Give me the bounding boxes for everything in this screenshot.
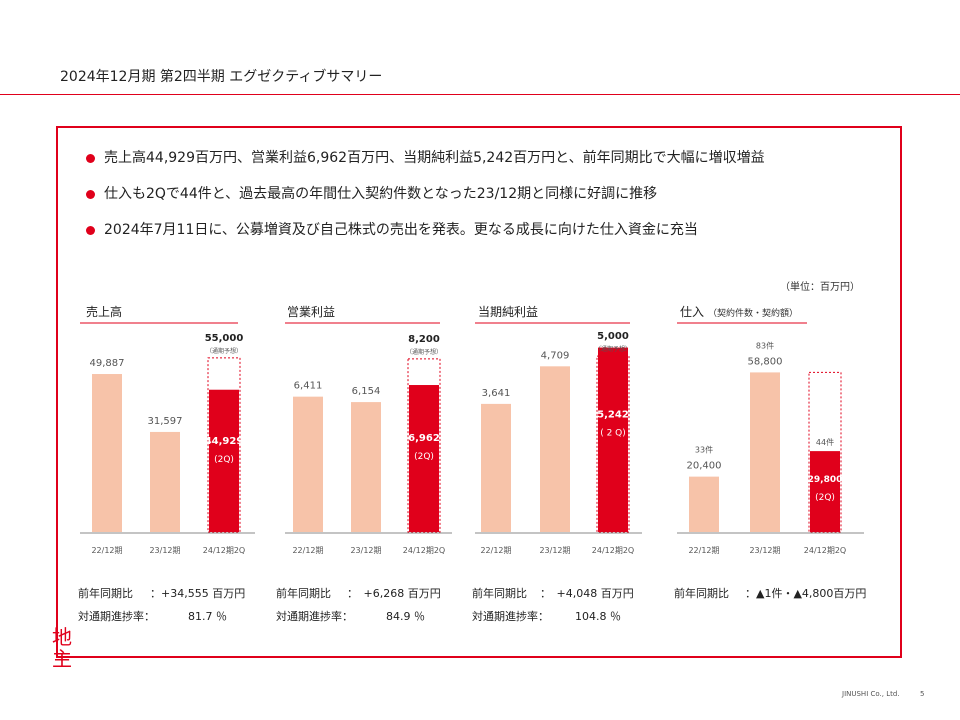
forecast-note: （通期予想）: [206, 347, 242, 355]
bullet-item: 売上高44,929百万円、営業利益6,962百万円、当期純利益5,242百万円と…: [86, 148, 765, 168]
forecast-outline: [808, 371, 842, 533]
count-label: 83件: [756, 340, 774, 350]
data-label: 49,887: [90, 358, 125, 369]
title-divider: [0, 94, 960, 95]
x-tick-label: 23/12期: [539, 546, 570, 555]
x-tick-label: 24/12期2Q: [403, 546, 445, 555]
data-label-suffix: (2Q): [815, 493, 835, 503]
data-label: 4,709: [541, 350, 570, 361]
count-label: 33件: [695, 445, 713, 455]
yoy-value: ： +6,268 百万円: [347, 587, 441, 600]
x-tick-label: 23/12期: [149, 546, 180, 555]
company-footer: JINUSHI Co., Ltd.: [842, 690, 900, 698]
data-label-suffix: (2Q): [214, 455, 234, 465]
forecast-value-label: 5,000: [597, 331, 629, 342]
bar-past: [481, 403, 511, 532]
yoy-value: ： +4,048 百万円: [540, 587, 634, 600]
unit-label: （単位：百万円）: [780, 282, 860, 293]
data-label: 3,641: [482, 388, 511, 399]
data-label-suffix: (2Q): [414, 452, 434, 462]
data-label: 6,411: [294, 381, 323, 392]
logo-char: 主: [52, 647, 72, 671]
yoy-label: 前年同期比: [674, 586, 729, 600]
bullet-dot-icon: [86, 154, 95, 163]
bar-past: [351, 402, 381, 532]
page-number: 5: [920, 690, 925, 698]
count-label: 44件: [816, 437, 834, 447]
yoy-label: 前年同期比: [276, 586, 331, 600]
bar-past: [540, 366, 570, 532]
bar-current: [409, 385, 439, 532]
x-tick-label: 23/12期: [749, 546, 780, 555]
bar-current: [209, 389, 239, 532]
chart-title: 当期純利益: [478, 305, 538, 319]
x-tick-label: 24/12期2Q: [592, 546, 634, 555]
data-label: 29,800: [808, 475, 843, 485]
chart-title: 仕入: [680, 305, 704, 319]
yoy-value: ：+34,555 百万円: [150, 587, 245, 600]
progress-value: 81.7 ％: [188, 610, 227, 623]
yoy-label: 前年同期比: [472, 586, 527, 600]
company-logo: 地 主: [52, 626, 72, 670]
bar-current: [810, 451, 840, 532]
bullet-item: 仕入も2Qで44件と、過去最高の年間仕入契約件数となった23/12期と同様に好調…: [86, 184, 765, 204]
bar-past: [750, 372, 780, 532]
yoy-label: 前年同期比: [78, 586, 133, 600]
chart-title: 売上高: [86, 304, 122, 319]
x-tick-label: 22/12期: [688, 546, 719, 555]
data-label: 31,597: [148, 416, 183, 427]
forecast-note: （通期予想）: [406, 348, 442, 356]
x-tick-label: 22/12期: [91, 546, 122, 555]
x-tick-label: 24/12期2Q: [203, 546, 245, 555]
bullet-dot-icon: [86, 190, 95, 199]
bar-past: [92, 374, 122, 532]
progress-label: 対通期進捗率：: [472, 609, 549, 623]
data-label-suffix: ( 2 Q): [600, 429, 626, 439]
data-label: 6,154: [352, 386, 381, 397]
bar-past: [689, 476, 719, 532]
bar-current: [598, 347, 628, 532]
progress-value: 104.8 ％: [575, 610, 621, 623]
summary-frame: [56, 126, 902, 658]
summary-bullets: 売上高44,929百万円、営業利益6,962百万円、当期純利益5,242百万円と…: [86, 148, 765, 256]
x-tick-label: 23/12期: [350, 546, 381, 555]
forecast-outline: [207, 357, 241, 533]
bar-past: [150, 431, 180, 532]
bullet-item: 2024年7月11日に、公募増資及び自己株式の売出を発表。更なる成長に向けた仕入…: [86, 220, 765, 240]
forecast-note: （通期予想）: [595, 345, 631, 353]
data-label: 20,400: [687, 461, 722, 472]
bar-past: [293, 396, 323, 532]
data-label: 44,929: [205, 436, 244, 447]
progress-label: 対通期進捗率：: [276, 609, 353, 623]
x-tick-label: 22/12期: [480, 546, 511, 555]
forecast-value-label: 8,200: [408, 334, 440, 345]
x-tick-label: 22/12期: [292, 546, 323, 555]
bullet-text: 仕入も2Qで44件と、過去最高の年間仕入契約件数となった23/12期と同様に好調…: [104, 186, 658, 202]
data-label: 6,962: [408, 433, 440, 444]
progress-label: 対通期進捗率：: [78, 609, 155, 623]
bullet-text: 2024年7月11日に、公募増資及び自己株式の売出を発表。更なる成長に向けた仕入…: [104, 222, 698, 238]
forecast-value-label: 55,000: [205, 333, 244, 344]
page-title: 2024年12月期 第2四半期 エグゼクティブサマリー: [60, 69, 383, 85]
data-label: 5,242: [597, 410, 629, 421]
chart-title: 営業利益: [287, 305, 335, 319]
data-label: 58,800: [748, 356, 783, 367]
bullet-text: 売上高44,929百万円、営業利益6,962百万円、当期純利益5,242百万円と…: [104, 150, 765, 166]
bullet-dot-icon: [86, 226, 95, 235]
progress-value: 84.9 ％: [386, 610, 425, 623]
logo-char: 地: [52, 625, 72, 649]
x-tick-label: 24/12期2Q: [804, 546, 846, 555]
chart-subtitle: （契約件数・契約額）: [708, 307, 798, 319]
yoy-value: ：▲1件・▲4,800百万円: [745, 587, 866, 600]
